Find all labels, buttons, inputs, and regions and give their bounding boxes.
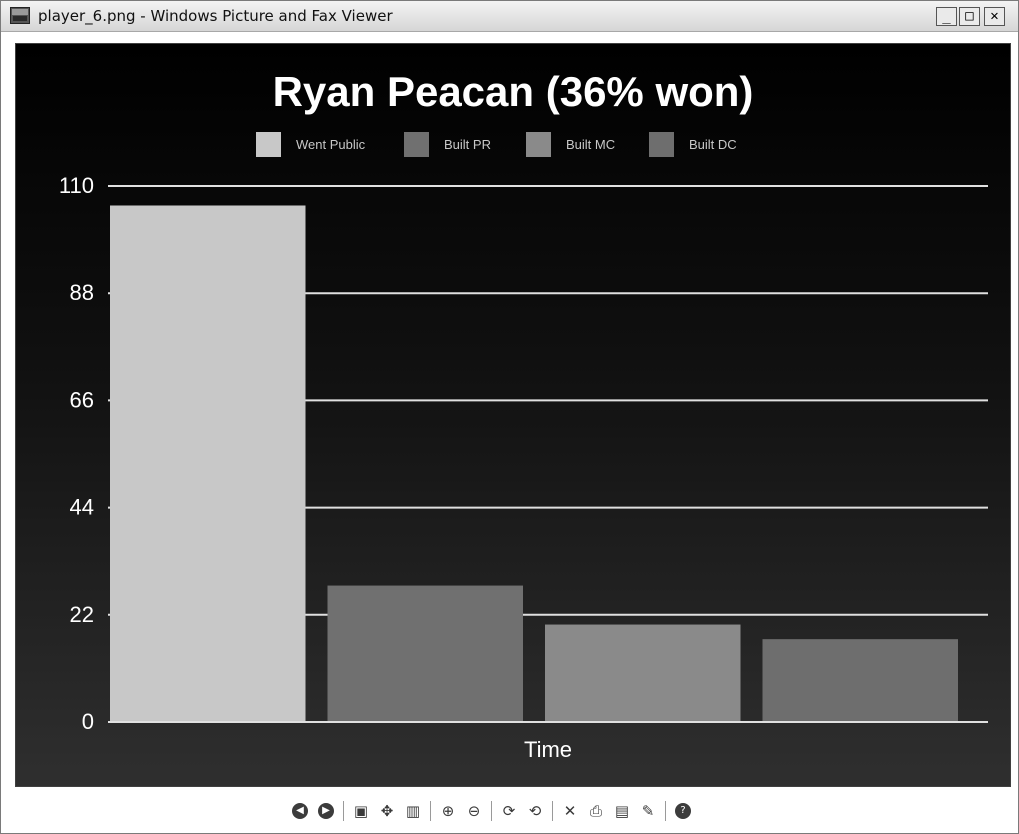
save-icon: ▤ <box>614 802 630 820</box>
rotate-clockwise-button[interactable]: ⟳ <box>498 800 520 822</box>
rotate-counterclockwise-icon: ⟲ <box>528 802 542 820</box>
best-fit-button[interactable]: ▣ <box>350 800 372 822</box>
legend-label: Built PR <box>444 137 491 152</box>
close-button[interactable]: ✕ <box>984 7 1005 26</box>
delete-icon: ✕ <box>563 802 577 820</box>
delete-button[interactable]: ✕ <box>559 800 581 822</box>
toolbar-separator <box>430 801 431 821</box>
zoom-in-icon: ⊕ <box>441 802 455 820</box>
legend-swatch <box>404 132 429 157</box>
image-viewport[interactable]: Ryan Peacan (36% won) Went Public Built PR… <box>15 43 1011 787</box>
actual-size-button[interactable]: ✥ <box>376 800 398 822</box>
toolbar-separator <box>491 801 492 821</box>
y-tick-label: 22 <box>70 602 94 627</box>
picture-viewer-app-icon[interactable] <box>10 7 30 24</box>
toolbar-separator <box>343 801 344 821</box>
x-axis-label: Time <box>524 737 572 762</box>
next-image-icon: ▶ <box>318 803 334 819</box>
app-icon-hill <box>13 16 27 21</box>
edit-button[interactable]: ✎ <box>637 800 659 822</box>
rotate-clockwise-icon: ⟳ <box>502 802 516 820</box>
legend-label: Built DC <box>689 137 737 152</box>
help-button[interactable]: ? <box>672 800 694 822</box>
toolbar-separator <box>552 801 553 821</box>
previous-image-icon: ◀ <box>292 803 308 819</box>
help-icon: ? <box>675 803 691 819</box>
toolbar-buttons: ◀ ▶ ▣ ✥ ▥ ⊕ ⊖ ⟳ ⟲ ✕ ⎙ ▤ ✎ ? <box>287 799 696 823</box>
window-title: player_6.png - Windows Picture and Fax V… <box>38 7 393 25</box>
print-button[interactable]: ⎙ <box>585 800 607 822</box>
bar <box>110 205 306 721</box>
y-tick-label: 0 <box>82 709 94 734</box>
maximize-button[interactable]: □ <box>959 7 980 26</box>
rotate-counterclockwise-button[interactable]: ⟲ <box>524 800 546 822</box>
chart-title: Ryan Peacan (36% won) <box>273 68 754 115</box>
y-tick-label: 66 <box>70 387 94 412</box>
next-image-button[interactable]: ▶ <box>315 800 337 822</box>
slideshow-icon: ▥ <box>405 802 421 820</box>
viewer-toolbar: ◀ ▶ ▣ ✥ ▥ ⊕ ⊖ ⟳ ⟲ ✕ ⎙ ▤ ✎ ? <box>1 789 1018 833</box>
legend-swatch <box>256 132 281 157</box>
slideshow-button[interactable]: ▥ <box>402 800 424 822</box>
legend-swatch <box>649 132 674 157</box>
zoom-out-icon: ⊖ <box>467 802 481 820</box>
title-bar[interactable]: player_6.png - Windows Picture and Fax V… <box>1 1 1018 32</box>
legend-swatch <box>526 132 551 157</box>
legend-label: Built MC <box>566 137 615 152</box>
save-button[interactable]: ▤ <box>611 800 633 822</box>
zoom-in-button[interactable]: ⊕ <box>437 800 459 822</box>
bar-chart: Ryan Peacan (36% won) Went Public Built PR… <box>59 68 988 762</box>
minimize-button[interactable]: _ <box>936 7 957 26</box>
y-tick-label: 88 <box>70 280 94 305</box>
zoom-out-button[interactable]: ⊖ <box>463 800 485 822</box>
bar <box>545 624 741 721</box>
actual-size-icon: ✥ <box>380 802 394 820</box>
best-fit-icon: ▣ <box>353 802 369 820</box>
print-icon: ⎙ <box>589 802 602 820</box>
y-tick-label: 44 <box>70 495 94 520</box>
toolbar-separator <box>665 801 666 821</box>
previous-image-button[interactable]: ◀ <box>289 800 311 822</box>
y-tick-label: 110 <box>59 173 94 198</box>
bar <box>762 639 958 721</box>
legend-label: Went Public <box>296 137 366 152</box>
bar <box>327 585 523 721</box>
edit-icon: ✎ <box>641 802 655 820</box>
app-icon-sky <box>12 9 28 15</box>
